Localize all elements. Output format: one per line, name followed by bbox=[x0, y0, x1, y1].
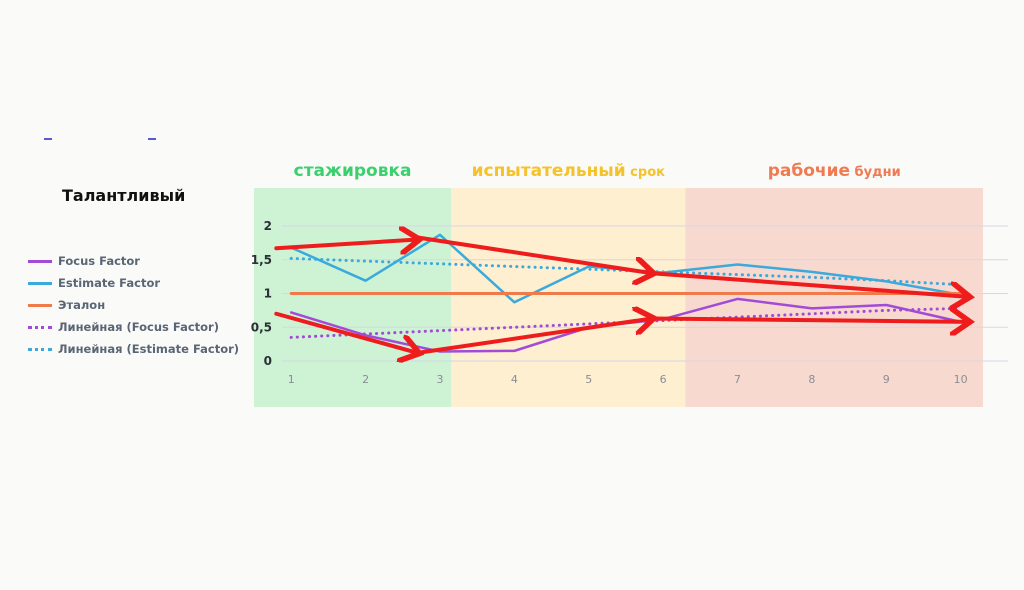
y-tick-label: 1,5 bbox=[251, 253, 272, 267]
decorative-mark bbox=[44, 138, 52, 140]
trend-arrow bbox=[649, 271, 968, 297]
phase-label: рабочие будни bbox=[768, 161, 901, 181]
legend-swatch bbox=[28, 281, 52, 285]
x-tick-label: 8 bbox=[808, 373, 815, 386]
decorative-mark bbox=[148, 138, 156, 140]
legend-item: Линейная (Focus Factor) bbox=[28, 316, 239, 338]
x-tick-label: 10 bbox=[954, 373, 968, 386]
trend-arrow bbox=[415, 318, 652, 355]
x-tick-label: 7 bbox=[734, 373, 741, 386]
trend-arrow bbox=[415, 235, 652, 273]
x-tick-label: 5 bbox=[585, 373, 592, 386]
legend-label: Estimate Factor bbox=[58, 276, 161, 290]
x-tick-label: 1 bbox=[288, 373, 295, 386]
legend: Focus Factor Estimate Factor Эталон Лине… bbox=[28, 250, 239, 360]
phase-label: испытательный срок bbox=[472, 161, 666, 181]
legend-swatch bbox=[28, 325, 52, 329]
phase-label-sub: срок bbox=[626, 165, 665, 180]
chart-title: Талантливый bbox=[62, 186, 186, 205]
y-tick-label: 0 bbox=[264, 354, 272, 368]
phase-band bbox=[451, 188, 686, 407]
phase-band bbox=[685, 188, 983, 407]
trend-arrow bbox=[649, 318, 968, 321]
legend-item: Эталон bbox=[28, 294, 239, 316]
legend-label: Линейная (Estimate Factor) bbox=[58, 342, 240, 356]
x-tick-label: 2 bbox=[362, 373, 369, 386]
trend-arrow bbox=[274, 240, 417, 249]
legend-swatch bbox=[28, 259, 52, 263]
legend-label: Focus Factor bbox=[58, 254, 140, 268]
legend-swatch bbox=[28, 303, 52, 307]
legend-item: Estimate Factor bbox=[28, 272, 239, 294]
legend-label: Линейная (Focus Factor) bbox=[58, 320, 219, 334]
trend-arrow bbox=[274, 311, 417, 353]
phase-label-sub: будни bbox=[850, 165, 901, 180]
y-tick-label: 2 bbox=[264, 219, 272, 233]
legend-label: Эталон bbox=[58, 298, 106, 312]
legend-item: Линейная (Estimate Factor) bbox=[28, 338, 239, 360]
phase-band bbox=[254, 188, 452, 407]
legend-swatch bbox=[28, 347, 52, 351]
x-tick-label: 9 bbox=[883, 373, 890, 386]
y-tick-label: 1 bbox=[264, 287, 272, 301]
legend-item: Focus Factor bbox=[28, 250, 239, 272]
phase-label-main: испытательный bbox=[472, 161, 626, 181]
x-tick-label: 6 bbox=[660, 373, 667, 386]
y-tick-label: 0,5 bbox=[251, 320, 272, 334]
x-tick-label: 4 bbox=[511, 373, 518, 386]
phase-label-main: стажировка bbox=[294, 161, 412, 181]
phase-label: стажировка bbox=[294, 161, 412, 181]
phase-label-main: рабочие bbox=[768, 161, 850, 181]
x-tick-label: 3 bbox=[436, 373, 443, 386]
